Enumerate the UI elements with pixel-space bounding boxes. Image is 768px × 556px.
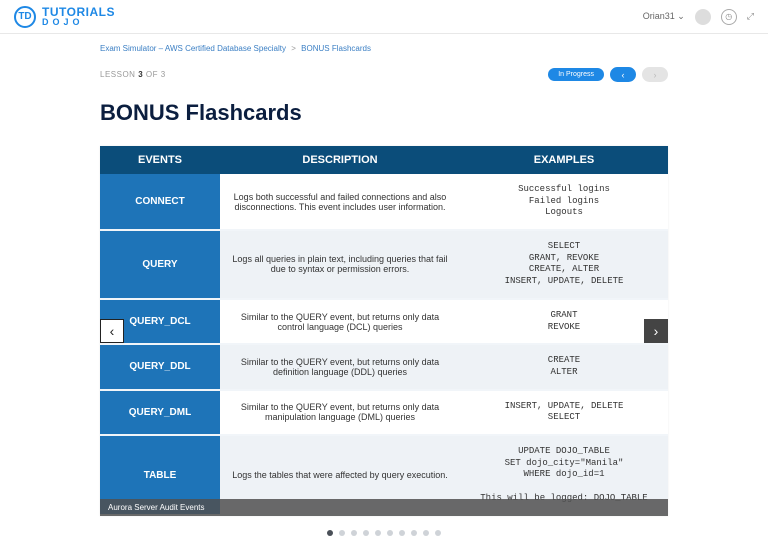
examples-cell: GRANTREVOKE [460,299,668,344]
table-row: QUERYLogs all queries in plain text, inc… [100,230,668,299]
app-header: TD TUTORIALS DOJO Orian31 ⌄ ◷ ⤢ [0,0,768,34]
slide-container: ‹ › EVENTS DESCRIPTION EXAMPLES CONNECTL… [100,146,668,516]
status-badge: In Progress [548,68,604,81]
slide-dot[interactable] [387,530,393,536]
slide-dot[interactable] [399,530,405,536]
logo-line2: DOJO [42,18,115,27]
lesson-label: LESSON 3 OF 3 [100,70,166,79]
slide-prev-button[interactable]: ‹ [100,319,124,343]
slide-dot[interactable] [435,530,441,536]
header-right: Orian31 ⌄ ◷ ⤢ [643,9,754,25]
logo-badge: TD [14,6,36,28]
page-title: BONUS Flashcards [100,100,668,126]
slide-dot[interactable] [411,530,417,536]
event-cell: QUERY_DML [100,390,220,435]
logo[interactable]: TD TUTORIALS DOJO [14,6,115,28]
table-row: CONNECTLogs both successful and failed c… [100,174,668,230]
examples-cell: INSERT, UPDATE, DELETESELECT [460,390,668,435]
lesson-next-button: › [642,67,668,82]
lesson-row: LESSON 3 OF 3 In Progress ‹ › [100,67,668,82]
slide-dot[interactable] [327,530,333,536]
events-table: EVENTS DESCRIPTION EXAMPLES CONNECTLogs … [100,146,668,516]
col-description: DESCRIPTION [220,146,460,174]
slide-next-button[interactable]: › [644,319,668,343]
slide-dot[interactable] [375,530,381,536]
logo-text: TUTORIALS DOJO [42,6,115,27]
table-row: QUERY_DCLSimilar to the QUERY event, but… [100,299,668,344]
clock-icon[interactable]: ◷ [721,9,737,25]
event-cell: QUERY [100,230,220,299]
avatar[interactable] [695,9,711,25]
table-row: QUERY_DMLSimilar to the QUERY event, but… [100,390,668,435]
breadcrumb: Exam Simulator – AWS Certified Database … [100,44,668,53]
slide-dot[interactable] [423,530,429,536]
slide-dots [100,530,668,536]
description-cell: Similar to the QUERY event, but returns … [220,299,460,344]
username-label[interactable]: Orian31 ⌄ [643,11,685,22]
slide-dot[interactable] [351,530,357,536]
lesson-controls: In Progress ‹ › [548,67,668,82]
lesson-prev-button[interactable]: ‹ [610,67,636,82]
event-cell: QUERY_DDL [100,344,220,389]
description-cell: Logs both successful and failed connecti… [220,174,460,230]
slide-dot[interactable] [339,530,345,536]
col-events: EVENTS [100,146,220,174]
breadcrumb-sep: > [291,44,296,53]
breadcrumb-item-current: BONUS Flashcards [301,44,371,53]
breadcrumb-item-course[interactable]: Exam Simulator – AWS Certified Database … [100,44,286,53]
examples-cell: CREATEALTER [460,344,668,389]
description-cell: Logs all queries in plain text, includin… [220,230,460,299]
table-header-row: EVENTS DESCRIPTION EXAMPLES [100,146,668,174]
description-cell: Similar to the QUERY event, but returns … [220,390,460,435]
event-cell: CONNECT [100,174,220,230]
examples-cell: SELECTGRANT, REVOKECREATE, ALTERINSERT, … [460,230,668,299]
expand-icon[interactable]: ⤢ [747,11,754,22]
table-row: QUERY_DDLSimilar to the QUERY event, but… [100,344,668,389]
main-content: Exam Simulator – AWS Certified Database … [0,34,768,556]
slide-caption: Aurora Server Audit Events [100,499,668,516]
col-examples: EXAMPLES [460,146,668,174]
description-cell: Similar to the QUERY event, but returns … [220,344,460,389]
examples-cell: Successful loginsFailed loginsLogouts [460,174,668,230]
slide-dot[interactable] [363,530,369,536]
